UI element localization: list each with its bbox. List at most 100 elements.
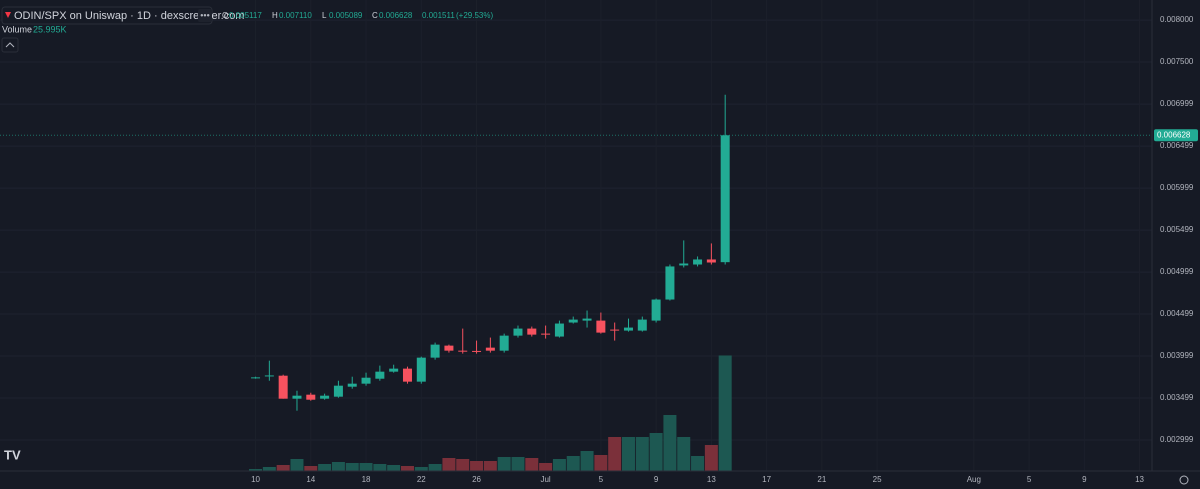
volume-bar (677, 437, 691, 471)
x-tick-label: 13 (707, 475, 716, 484)
y-tick-label: 0.005999 (1160, 183, 1194, 192)
tv-logo: TV (4, 447, 21, 462)
legend-key: L (322, 11, 327, 20)
collapse-icon (5, 42, 15, 48)
y-tick-label: 0.008000 (1160, 15, 1194, 24)
volume-bar (387, 465, 401, 471)
candle-body (499, 335, 509, 351)
volume-bars (249, 355, 732, 471)
last-price-tag (1154, 129, 1198, 142)
x-tick-label: 13 (1135, 475, 1144, 484)
candle-body (568, 319, 578, 323)
x-tick-label: 18 (362, 475, 371, 484)
volume-bar (359, 463, 373, 471)
y-tick-label: 0.007500 (1160, 57, 1194, 66)
x-tick-label: Aug (967, 475, 981, 484)
candle-body (320, 395, 330, 399)
candle-body (582, 318, 592, 321)
volume-bar (608, 437, 622, 471)
candle-body (458, 350, 468, 352)
legend-value: 0.007110 (279, 11, 312, 20)
settings-icon[interactable] (1179, 475, 1189, 485)
collapse-button[interactable] (1, 37, 19, 53)
candle-body (430, 344, 440, 358)
x-tick-label: 22 (417, 475, 426, 484)
volume-bar (594, 455, 608, 471)
volume-bar (552, 459, 566, 471)
volume-bar (497, 457, 511, 471)
volume-bar (304, 466, 318, 471)
x-tick-label: 25 (873, 475, 882, 484)
candle-body (513, 328, 523, 336)
y-tick-label: 0.003499 (1160, 393, 1194, 402)
volume-bar (345, 463, 359, 471)
x-tick-label: 17 (762, 475, 771, 484)
volume-bar (428, 464, 442, 471)
candle-body (665, 266, 675, 300)
candle-body (375, 371, 385, 379)
volume-bar (276, 465, 290, 471)
symbol-icon (5, 12, 11, 18)
candle-body (416, 357, 426, 382)
volume-bar (539, 463, 553, 471)
candle-body (306, 394, 316, 400)
more-dots: ••• (200, 10, 209, 20)
legend-key: C (372, 11, 378, 20)
volume-bar (649, 433, 663, 471)
volume-bar (691, 456, 705, 471)
volume-bar (635, 437, 649, 471)
candle-body (333, 385, 343, 397)
legend-key: H (272, 11, 278, 20)
symbol-title: ODIN/SPX on Uniswap · 1D · dexscreener.c… (14, 10, 244, 22)
candle-body (623, 327, 633, 331)
x-tick-label: Jul (540, 475, 550, 484)
y-tick-label: 0.006999 (1160, 99, 1194, 108)
candle-body (472, 350, 482, 352)
volume-bar (414, 467, 428, 471)
change-value: 0.001511 (422, 11, 455, 20)
volume-bar (621, 437, 635, 471)
candle-body (444, 345, 454, 351)
volume-bar (290, 459, 304, 471)
volume-bar (442, 458, 456, 471)
volume-bar (580, 451, 594, 471)
more-button[interactable] (198, 9, 212, 22)
y-tick-label: 0.006499 (1160, 141, 1194, 150)
candle-body (651, 299, 661, 321)
x-tick-label: 5 (1027, 475, 1032, 484)
change-percent: (+29.53%) (456, 11, 493, 20)
x-tick-label: 21 (817, 475, 826, 484)
x-tick-label: 9 (1082, 475, 1087, 484)
volume-bar (511, 457, 525, 471)
candle-body (278, 375, 288, 399)
volume-bar (704, 445, 718, 471)
x-tick-label: 9 (654, 475, 659, 484)
volume-bar (525, 458, 539, 471)
volume-bar (331, 462, 345, 471)
y-tick-label: 0.003999 (1160, 351, 1194, 360)
volume-bar (249, 469, 263, 471)
candle-body (361, 377, 371, 384)
y-tick-label: 0.005499 (1160, 225, 1194, 234)
legend-value: 0.005089 (329, 11, 363, 20)
candle-body (720, 135, 730, 263)
legend-value: 0.005117 (229, 11, 262, 20)
x-tick-label: 5 (599, 475, 604, 484)
grid (0, 19, 1152, 441)
x-tick-label: 10 (251, 475, 260, 484)
y-tick-label: 0.002999 (1160, 435, 1194, 444)
volume-bar (663, 415, 677, 471)
candle-body (610, 329, 620, 331)
volume-bar (456, 459, 470, 471)
volume-bar (483, 461, 497, 471)
volume-value: 25.995K (33, 24, 67, 34)
candle-body (596, 320, 606, 333)
volume-title: Volume (2, 24, 32, 34)
candle-body (541, 333, 551, 335)
volume-bar (373, 464, 387, 471)
x-tick-label: 14 (306, 475, 315, 484)
volume-bar (400, 466, 414, 471)
volume-bar (566, 456, 580, 471)
